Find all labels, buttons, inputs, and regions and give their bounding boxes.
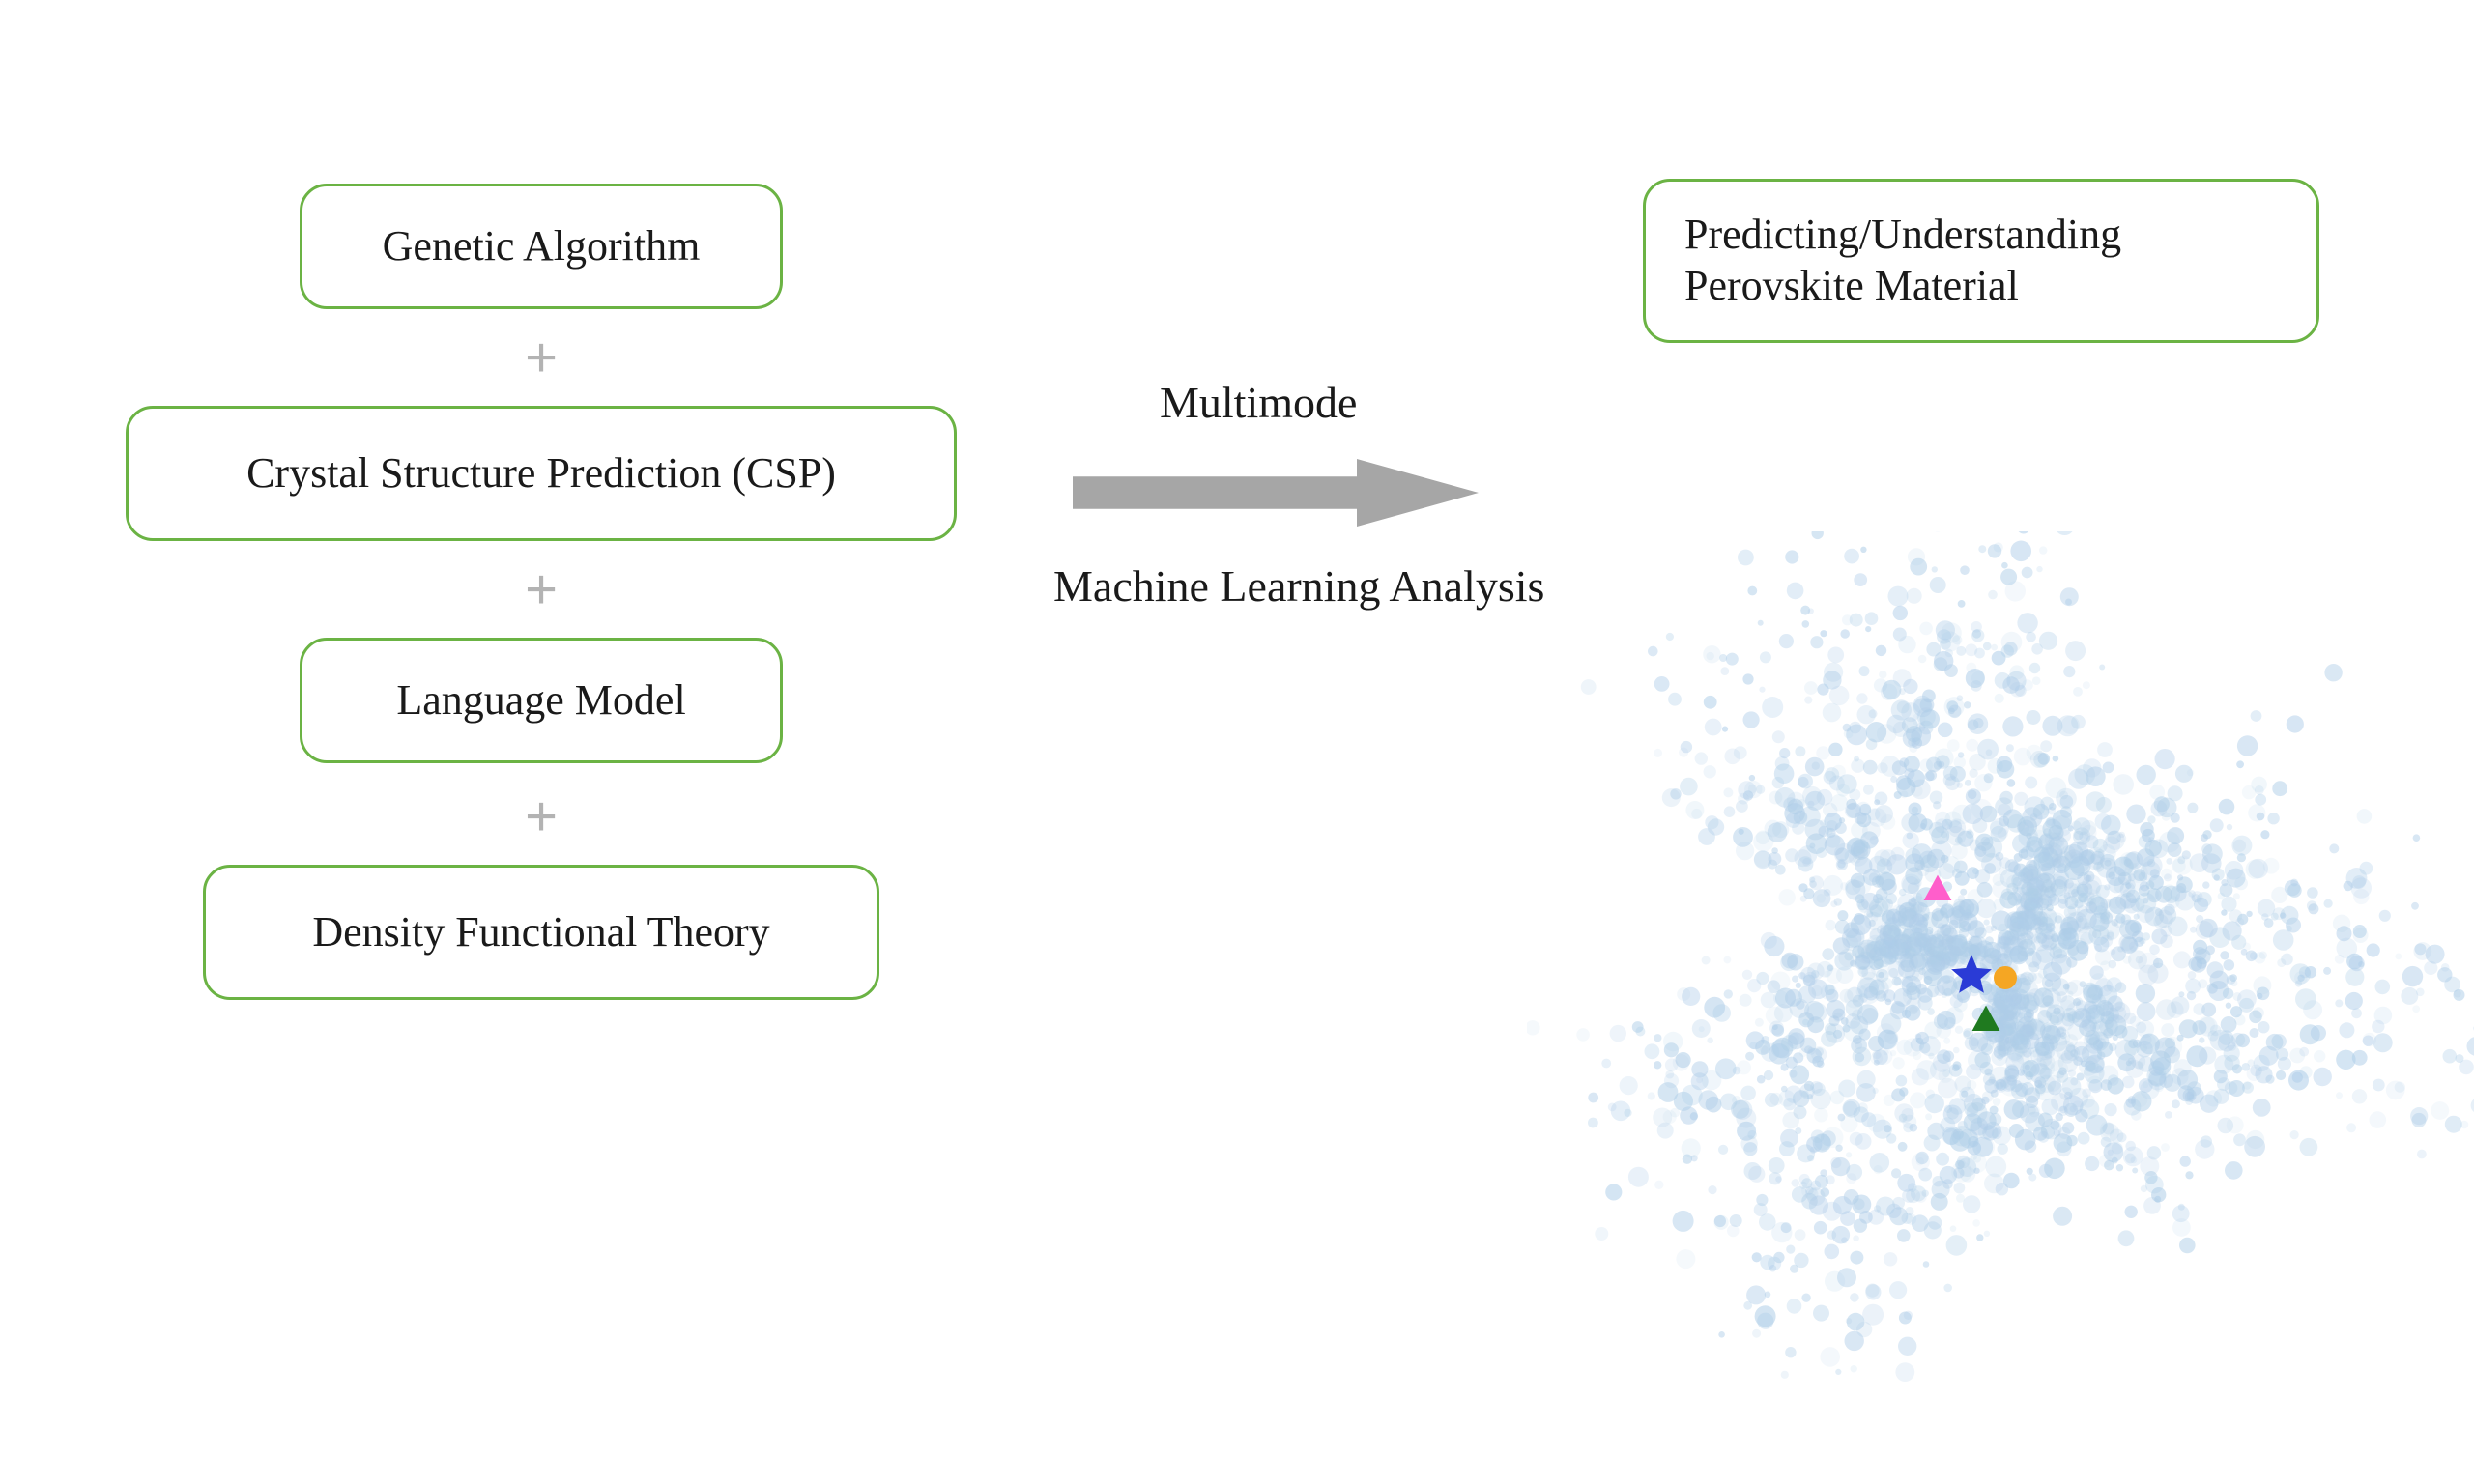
box-b1: Genetic Algorithm bbox=[300, 184, 783, 309]
box-b4: Density Functional Theory bbox=[203, 865, 879, 1000]
plus-icon: + bbox=[525, 557, 558, 622]
scatter-marker bbox=[1994, 966, 2017, 989]
box-b3: Language Model bbox=[300, 638, 783, 763]
text-ml: Machine Learning Analysis bbox=[1053, 560, 1544, 612]
box-label: Language Model bbox=[396, 675, 685, 727]
box-label: Crystal Structure Prediction (CSP) bbox=[246, 448, 836, 499]
arrow-right-icon bbox=[1073, 459, 1479, 527]
box-label: Predicting/Understanding Perovskite Mate… bbox=[1684, 210, 2121, 312]
box-b5: Predicting/Understanding Perovskite Mate… bbox=[1643, 179, 2319, 343]
plus-icon: + bbox=[525, 785, 558, 849]
box-b2: Crystal Structure Prediction (CSP) bbox=[126, 406, 957, 541]
text-multimode: Multimode bbox=[1160, 377, 1357, 428]
scatter-cloud bbox=[1527, 531, 2474, 1382]
box-label: Density Functional Theory bbox=[312, 907, 769, 958]
plus-icon: + bbox=[525, 326, 558, 390]
box-label: Genetic Algorithm bbox=[383, 221, 701, 272]
